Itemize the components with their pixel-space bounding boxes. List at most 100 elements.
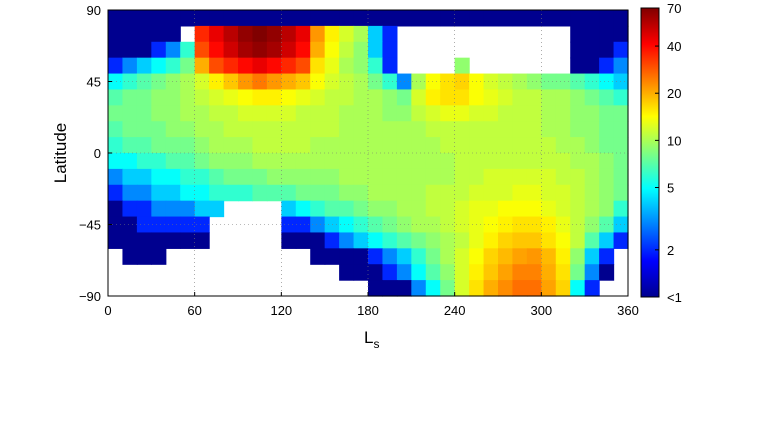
heatmap-cell [469,232,485,249]
heatmap-cell [368,41,384,59]
heatmap-cell [209,25,225,43]
heatmap-cell [469,10,485,27]
heatmap-cell [281,121,297,138]
heatmap-cell [512,184,528,202]
heatmap-cell [454,280,470,297]
heatmap-cell [295,57,311,75]
heatmap-cell [209,57,225,75]
heatmap-cell [324,200,340,218]
heatmap-cell [281,200,297,218]
heatmap-cell [599,216,615,234]
heatmap-cell [353,89,369,106]
heatmap-cell [122,168,138,186]
heatmap-cell [324,73,340,91]
heatmap-cell [440,10,456,27]
heatmap-cell [498,168,514,186]
heatmap-cell [541,280,557,297]
heatmap-cell [165,25,181,43]
heatmap-cell [281,105,297,122]
heatmap-cell [454,184,470,202]
heatmap-cell [512,232,528,249]
heatmap-cell [613,121,629,138]
heatmap-cell [396,105,412,122]
heatmap-cell [281,153,297,170]
heatmap-cell [613,153,629,170]
heatmap-cell [108,41,124,59]
heatmap-cell [266,73,282,91]
heatmap-cell [266,137,282,154]
heatmap-cell [613,216,629,234]
heatmap-cell [108,184,124,202]
heatmap-cell [252,153,268,170]
heatmap-cell [136,73,152,91]
heatmap-cell [469,137,485,154]
heatmap-cell [310,121,326,138]
heatmap-cell [440,137,456,154]
heatmap-cell [570,10,586,27]
heatmap-cell [281,184,297,202]
heatmap-cell [425,153,441,170]
heatmap-cell [584,57,600,75]
heatmap-cell [469,248,485,265]
heatmap-cell [310,10,326,27]
heatmap-cell [483,264,499,281]
heatmap-cell [353,216,369,234]
heatmap-cell [122,216,138,234]
heatmap-cell [122,232,138,249]
heatmap-cell [310,153,326,170]
heatmap-cell [252,121,268,138]
heatmap-cell [454,89,470,106]
heatmap-cell [512,200,528,218]
heatmap-cell [526,73,542,91]
heatmap-cell [382,200,398,218]
heatmap-cell [613,232,629,249]
heatmap-cell [498,200,514,218]
heatmap-cell [498,264,514,281]
heatmap-cell [555,280,571,297]
heatmap-cell [122,10,138,27]
heatmap-cell [454,248,470,265]
heatmap-cell [599,137,615,154]
heatmap-cell [122,200,138,218]
heatmap-cell [368,73,384,91]
heatmap-cell [570,73,586,91]
heatmap-cell [368,280,384,297]
x-tick-labels: 0 60 120 180 240 300 360 [104,303,638,318]
heatmap-cell [295,121,311,138]
heatmap-cell [368,248,384,265]
heatmap-cell [512,168,528,186]
heatmap-cell [541,200,557,218]
heatmap-cell [368,216,384,234]
heatmap-cell [584,184,600,202]
heatmap-cell [180,121,196,138]
heatmap-cell [194,184,210,202]
heatmap-cell [209,10,225,27]
heatmap-cell [498,89,514,106]
heatmap-cell [209,168,225,186]
heatmap-cell [425,10,441,27]
heatmap-cell [194,121,210,138]
heatmap-cell [411,121,427,138]
heatmap-cell [526,184,542,202]
heatmap-cell [122,57,138,75]
heatmap-cell [165,57,181,75]
heatmap-cell [440,153,456,170]
heatmap-cell [180,10,196,27]
heatmap-cell [281,137,297,154]
heatmap-cell [368,232,384,249]
heatmap-cell [266,121,282,138]
heatmap-cell [194,25,210,43]
heatmap-cell [454,57,470,75]
heatmap-cell [425,168,441,186]
heatmap-cell [238,105,254,122]
heatmap-cell [281,89,297,106]
heatmap-cell [613,41,629,59]
heatmap-cell [541,137,557,154]
heatmap-cell [555,216,571,234]
heatmap-cell [440,216,456,234]
heatmap-cell [425,200,441,218]
heatmap-cell [570,248,586,265]
heatmap-cell [108,105,124,122]
heatmap-cell [512,137,528,154]
heatmap-cell [613,57,629,75]
